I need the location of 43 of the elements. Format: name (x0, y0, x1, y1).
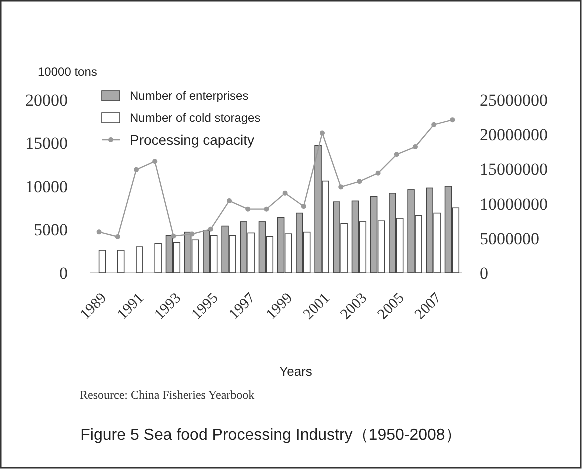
point (152, 159, 158, 164)
legend-label: Number of cold storages (130, 111, 261, 126)
point (115, 234, 120, 240)
point (246, 206, 251, 212)
y2-tick-label: 20000000 (480, 126, 548, 145)
x-tick-label: 1991 (114, 290, 148, 324)
y-axis-title: 10000 tons (38, 65, 98, 79)
y2-tick-label: 10000000 (480, 194, 548, 214)
point (413, 144, 418, 150)
point (134, 167, 139, 172)
point (264, 206, 270, 212)
text: Resource: China Fisheries Yearbook (80, 388, 255, 402)
point (96, 230, 102, 235)
point (171, 234, 176, 239)
point (227, 198, 232, 204)
bar (136, 246, 144, 274)
y2-tick-label: 5000000 (480, 229, 540, 248)
y-tick-label: 10000 (26, 177, 68, 196)
y2-tick-label: 25000000 (480, 90, 548, 110)
y2-tick-label: 15000000 (480, 160, 548, 180)
legend-label: Processing capacity (130, 132, 255, 148)
x-axis-title: Years (280, 364, 313, 379)
point (338, 184, 344, 190)
bar (98, 250, 106, 274)
point (357, 179, 362, 184)
y-tick-label: 15000 (26, 134, 68, 154)
y-tick-label: 20000 (26, 90, 68, 110)
point (376, 170, 381, 176)
text: Figure 5 Sea food Processing Industry（1950-2008） (80, 427, 462, 444)
point (394, 152, 400, 158)
y-tick-label: 5000 (34, 220, 68, 240)
y-tick-label: 0 (60, 264, 68, 283)
y2-tick-label: 0 (480, 264, 488, 283)
point (190, 232, 195, 237)
point (450, 118, 456, 123)
point (301, 204, 306, 210)
point (282, 190, 288, 196)
point (208, 226, 214, 232)
bar (118, 250, 125, 274)
legend-label: Number of enterprises (130, 89, 249, 104)
point (320, 130, 325, 136)
bar (154, 243, 162, 274)
point (432, 122, 437, 128)
